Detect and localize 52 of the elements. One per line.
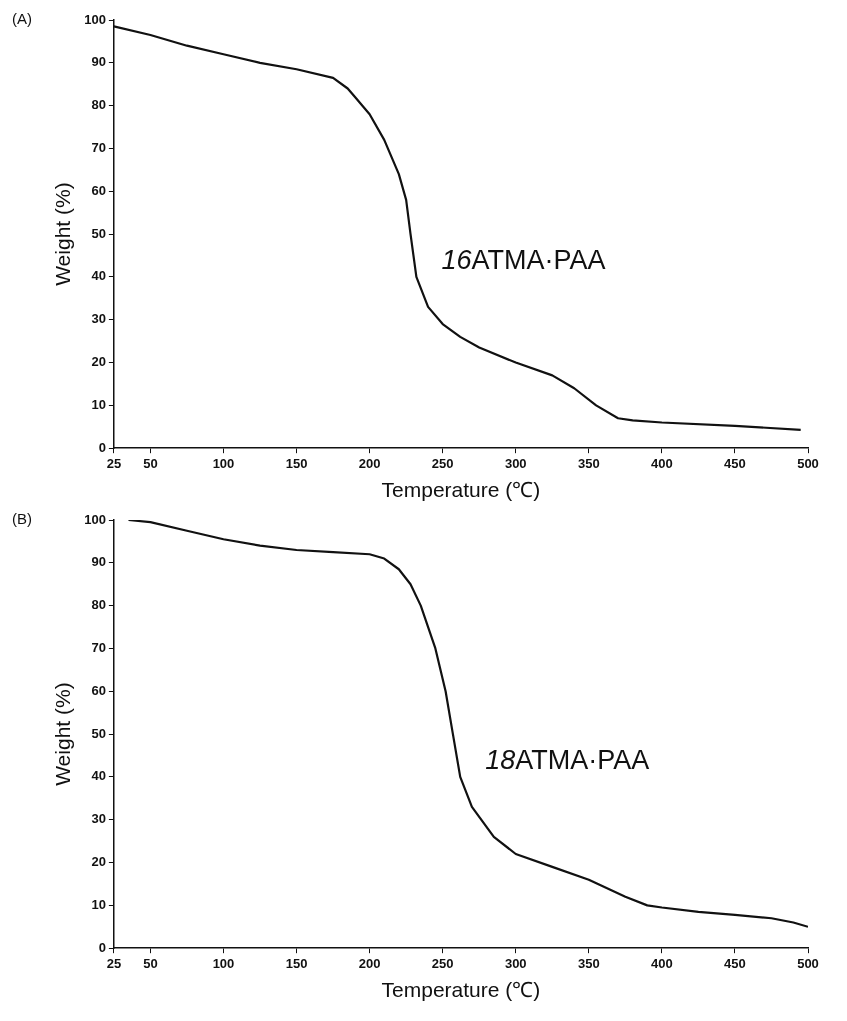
y-tick-label: 90	[91, 554, 106, 570]
x-tick-label: 250	[431, 455, 454, 471]
y-axis-title: Weight (%)	[51, 682, 75, 786]
x-tick-label: 50	[143, 455, 158, 471]
x-tick-label: 500	[797, 955, 819, 971]
x-tick-label: 400	[651, 455, 673, 471]
x-tick-label: 400	[651, 955, 673, 971]
x-tick-label: 150	[285, 955, 308, 971]
x-tick-label: 350	[577, 955, 600, 971]
x-tick-label: 150	[285, 455, 308, 471]
y-tick-label: 30	[91, 311, 106, 327]
x-tick-label: 350	[577, 455, 600, 471]
x-tick-label: 300	[504, 955, 527, 971]
annotation: 16ATMA·PAA	[441, 244, 606, 275]
x-tick-label: 25	[106, 955, 122, 971]
y-tick-label: 100	[84, 511, 106, 527]
chart-title: (B)	[12, 510, 32, 528]
y-tick-label: 20	[91, 354, 106, 370]
y-tick-label: 0	[98, 439, 106, 455]
x-axis-title: Temperature (℃)	[381, 478, 541, 502]
x-tick-label: 50	[143, 955, 158, 971]
y-tick-label: 70	[91, 140, 106, 156]
x-tick-label: 200	[358, 955, 381, 971]
x-axis-title: Temperature (℃)	[381, 978, 541, 1002]
x-tick-label: 300	[504, 455, 527, 471]
y-tick-label: 40	[91, 268, 106, 284]
y-tick-label: 60	[91, 182, 106, 198]
y-tick-label: 20	[91, 854, 106, 870]
y-tick-label: 80	[91, 597, 106, 613]
y-tick-label: 90	[91, 54, 106, 70]
x-tick-label: 200	[358, 455, 381, 471]
chart-title: (A)	[12, 10, 32, 28]
x-tick-label: 450	[724, 955, 746, 971]
y-tick-label: 0	[98, 939, 106, 955]
y-axis-title: Weight (%)	[51, 182, 75, 286]
x-tick-label: 100	[212, 955, 235, 971]
y-tick-label: 80	[91, 97, 106, 113]
y-tick-label: 70	[91, 640, 106, 656]
x-tick-label: 500	[797, 455, 819, 471]
y-tick-label: 40	[91, 768, 106, 784]
y-tick-label: 10	[91, 396, 106, 412]
x-tick-label: 100	[212, 455, 235, 471]
y-tick-label: 50	[91, 725, 106, 741]
y-tick-label: 30	[91, 811, 106, 827]
y-tick-label: 10	[91, 896, 106, 912]
y-tick-label: 100	[84, 11, 106, 27]
x-tick-label: 450	[724, 455, 746, 471]
x-tick-label: 25	[106, 455, 122, 471]
y-tick-label: 60	[91, 682, 106, 698]
annotation: 18ATMA·PAA	[485, 744, 650, 775]
x-tick-label: 250	[431, 955, 454, 971]
y-tick-label: 50	[91, 225, 106, 241]
